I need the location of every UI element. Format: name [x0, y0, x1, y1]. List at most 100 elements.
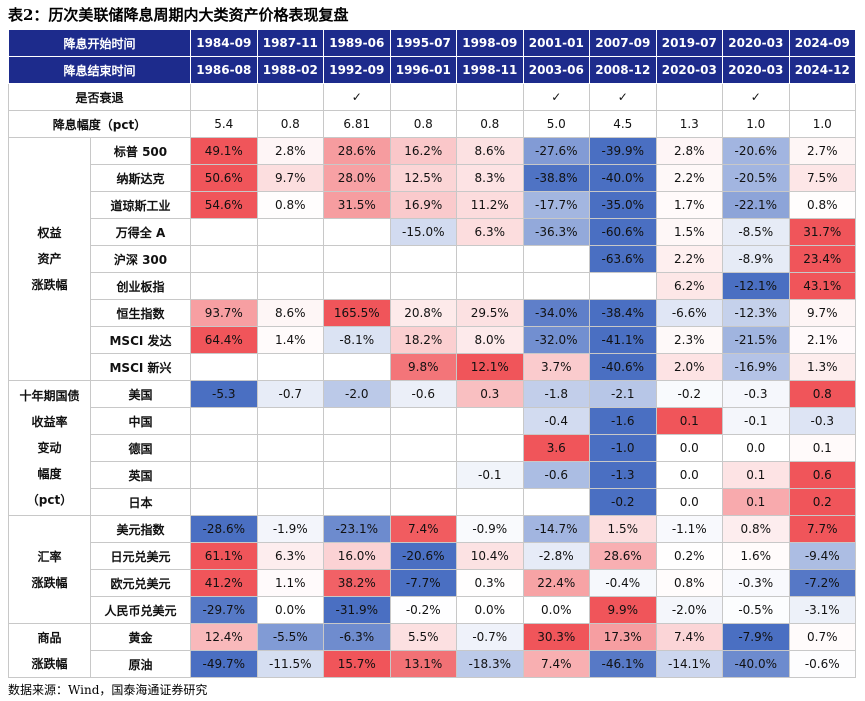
cell: -0.6% — [788, 650, 857, 678]
data-row: 万得全 A -15.0% 6.3% -36.3% -60.6% 1.5% -8.5% 31.7… — [9, 218, 857, 246]
cell: 28.6% — [589, 542, 657, 570]
cell: 0.8 — [456, 110, 524, 138]
cell: -1.6 — [589, 407, 657, 435]
group-label-line: 权益 — [37, 226, 62, 240]
cell: 23.4% — [788, 245, 857, 273]
cell: -12.1% — [722, 272, 790, 300]
group-label-line: 涨跌幅 — [31, 278, 68, 292]
cell: 22.4% — [522, 569, 591, 597]
header-row: 降息结束时间 1986-08 1988-02 1992-09 1996-01 1998-1… — [7, 56, 857, 84]
header-cell: 2020-03 — [722, 29, 790, 57]
cell: 7.7% — [788, 515, 857, 543]
cell — [456, 272, 524, 300]
cell: 0.6 — [788, 461, 857, 489]
data-row: 德国 3.6 -1.0 0.0 0.0 0.1 — [9, 434, 857, 462]
cell: 16.9% — [389, 191, 458, 219]
cell: 0.8 — [256, 110, 325, 138]
header-cell: 2008-12 — [589, 56, 657, 84]
cell — [256, 434, 325, 462]
cell: -40.6% — [589, 353, 657, 381]
group-label-line: 变动 — [37, 441, 62, 455]
cell: -0.2 — [589, 488, 657, 516]
cell — [389, 434, 458, 462]
cell: 18.2% — [389, 326, 458, 354]
cell — [323, 272, 391, 300]
cell — [522, 245, 591, 273]
cell: 0.7% — [788, 623, 857, 651]
cell: 1.5% — [655, 218, 724, 246]
cell: 0.1 — [722, 488, 790, 516]
cell: -32.0% — [522, 326, 591, 354]
data-row: 恒生指数 93.7% 8.6% 165.5% 20.8% 29.5% -34.0% -38.4… — [9, 299, 857, 327]
header-cell: 2007-09 — [589, 29, 657, 57]
cell: -5.5% — [256, 623, 325, 651]
cell: 1.1% — [256, 569, 325, 597]
cell: 0.0% — [522, 596, 591, 624]
cell: 0.0 — [655, 488, 724, 516]
cell: 64.4% — [190, 326, 258, 354]
header-cell: 2019-07 — [655, 29, 724, 57]
cell: -6.3% — [323, 623, 391, 651]
group-label-line: 十年期国债 — [19, 389, 80, 403]
group-label-line: 幅度 — [37, 467, 62, 481]
cell: 7.4% — [522, 650, 591, 678]
cell: 0.8 — [788, 380, 857, 408]
cell — [190, 83, 258, 111]
cell: -11.5% — [256, 650, 325, 678]
cell: 2.3% — [655, 326, 724, 354]
group-label-line: （pct） — [26, 493, 73, 507]
data-row: 权益 资产 涨跌幅 标普 500 49.1% 2.8% 28.6% 16.2% 8.6% -27.… — [8, 137, 857, 381]
cell: 1.3% — [788, 353, 857, 381]
cell: 12.5% — [389, 164, 458, 192]
header-cell: 1988-02 — [256, 56, 325, 84]
header-row: 降息开始时间 1984-09 1987-11 1989-06 1995-07 1998-0… — [7, 29, 857, 57]
cell — [522, 272, 591, 300]
group-label-line: 汇率 — [37, 549, 62, 564]
header-cell: 1992-09 — [323, 56, 391, 84]
header-label: 降息结束时间 — [7, 56, 192, 84]
cell: 9.8% — [389, 353, 458, 381]
cell — [190, 272, 258, 300]
cell — [323, 407, 391, 435]
cell: 7.4% — [389, 515, 458, 543]
header-cell: 2024-09 — [788, 29, 857, 57]
header-cell: 1996-01 — [389, 56, 458, 84]
cell: 12.4% — [190, 623, 258, 651]
cell: -0.3 — [788, 407, 857, 435]
cell: 0.3 — [456, 380, 524, 408]
cell — [256, 488, 325, 516]
cell: -1.8 — [522, 380, 591, 408]
cell: ✓ — [323, 83, 391, 111]
cell: 54.6% — [190, 191, 258, 219]
row-label: 恒生指数 — [89, 299, 192, 327]
cell: -41.1% — [589, 326, 657, 354]
cell — [456, 245, 524, 273]
cell: 28.0% — [323, 164, 391, 192]
cell — [190, 245, 258, 273]
cell: 0.1 — [788, 434, 857, 462]
group-label-line: 收益率 — [31, 415, 68, 429]
row-label: 降息幅度（pct） — [7, 110, 192, 138]
cell: -2.1 — [589, 380, 657, 408]
cell: -8.1% — [323, 326, 391, 354]
cell: 1.0 — [722, 110, 790, 138]
cell: 41.2% — [190, 569, 258, 597]
group-label: 汇率 涨跌幅 — [8, 515, 91, 624]
info-row: 是否衰退 ✓ ✓ ✓ ✓ — [7, 83, 857, 111]
cell — [190, 461, 258, 489]
cell: -0.4 — [522, 407, 591, 435]
cell: 1.7% — [655, 191, 724, 219]
cell: 0.0 — [655, 434, 724, 462]
cell — [190, 353, 258, 381]
cell: 5.0 — [522, 110, 591, 138]
row-label: MSCI 发达 — [89, 326, 192, 354]
cell: 0.8% — [722, 515, 790, 543]
row-label: 万得全 A — [89, 218, 192, 246]
table-title: 表2：历次美联储降息周期内大类资产价格表现复盘 — [8, 6, 349, 24]
cell — [389, 461, 458, 489]
cell: 4.5 — [589, 110, 657, 138]
cell — [788, 83, 857, 111]
data-row: 沪深 300 -63.6% 2.2% -8.9% 23.4% — [9, 245, 857, 273]
cell: 10.4% — [456, 542, 524, 570]
